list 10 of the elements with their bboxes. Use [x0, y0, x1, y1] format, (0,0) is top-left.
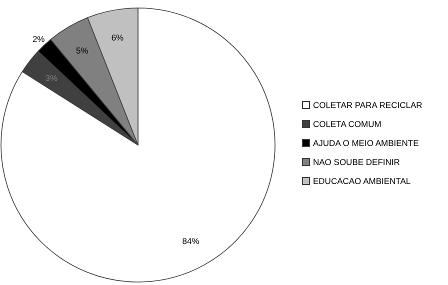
legend-label: AJUDA O MEIO AMBIENTE — [313, 138, 419, 148]
legend-label: NAO SOUBE DEFINIR — [313, 156, 400, 166]
legend-label: COLETAR PARA RECICLAR — [313, 100, 422, 110]
data-label: 6% — [111, 32, 124, 42]
legend-label: EDUCACAO AMBIENTAL — [313, 176, 411, 186]
data-label: 3% — [45, 72, 58, 83]
data-label: 84% — [182, 236, 200, 246]
data-label: 5% — [76, 46, 89, 56]
data-label: 2% — [32, 34, 46, 44]
legend-label: COLETA COMUM — [313, 118, 382, 128]
